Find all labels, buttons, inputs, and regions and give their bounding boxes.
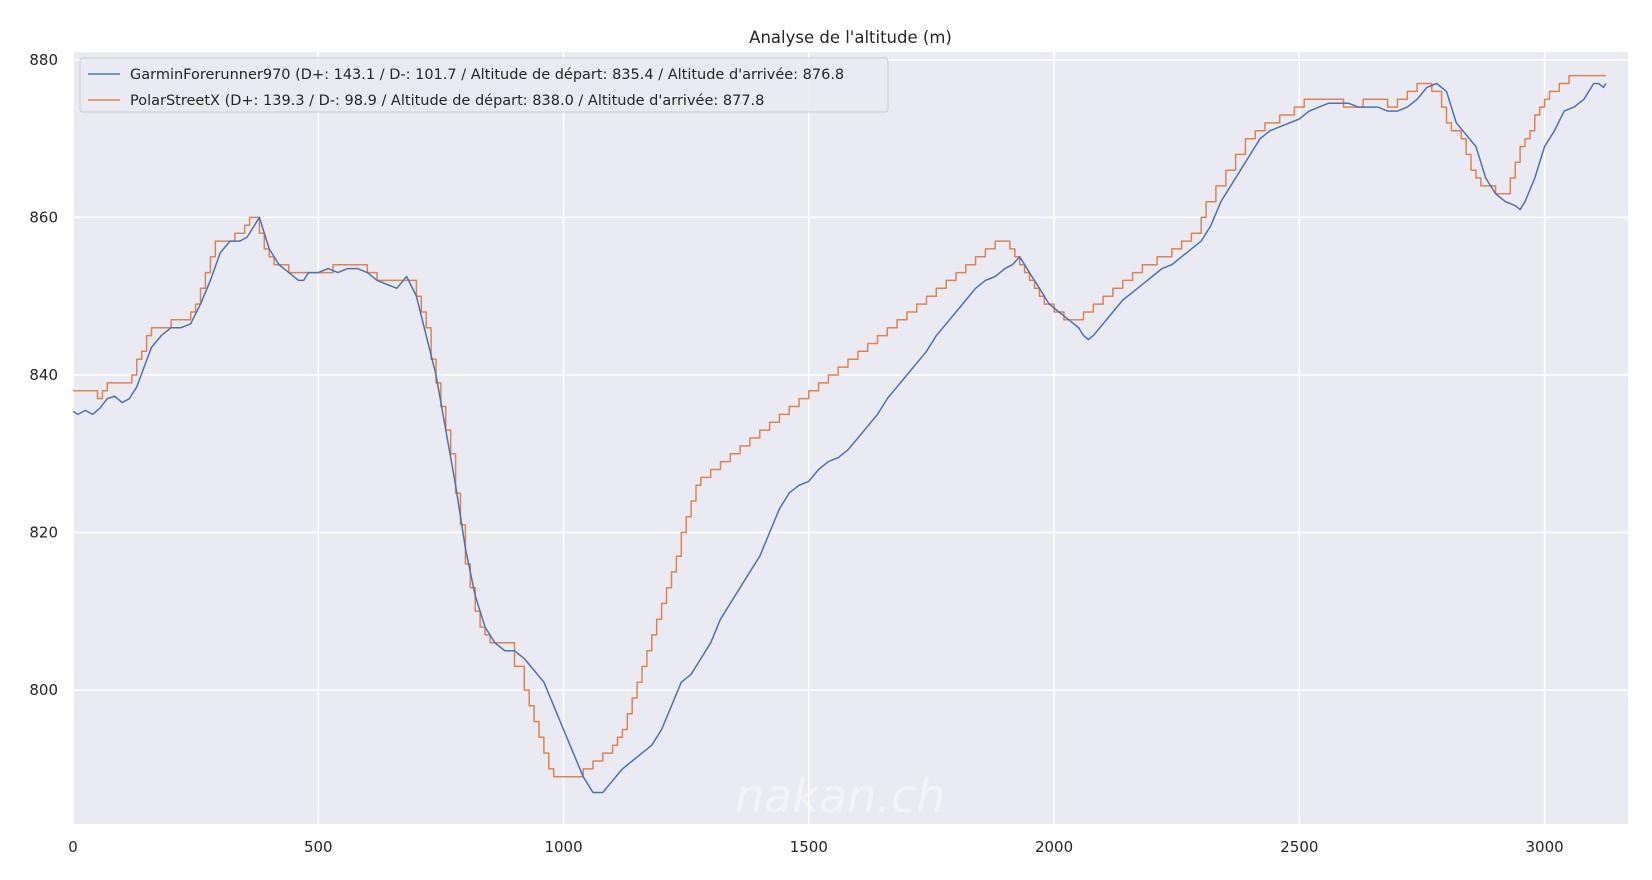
legend: GarminForerunner970 (D+: 143.1 / D-: 101… (79, 57, 889, 113)
x-axis-ticks: 0 500 1000 1500 2000 2500 3000 (68, 838, 1563, 856)
x-tick-label: 1500 (790, 838, 828, 856)
y-axis-ticks: 800 820 840 860 880 (29, 51, 58, 699)
y-tick-label: 800 (29, 681, 58, 699)
chart-title: Analyse de l'altitude (m) (749, 28, 952, 47)
legend-label-garmin: GarminForerunner970 (D+: 143.1 / D-: 101… (130, 67, 844, 83)
plot-background (73, 52, 1628, 824)
watermark-logo: nakan.ch (735, 769, 945, 823)
x-tick-label: 0 (68, 838, 78, 856)
x-tick-label: 2000 (1035, 838, 1073, 856)
x-tick-label: 3000 (1526, 838, 1564, 856)
legend-label-polar: PolarStreetX (D+: 139.3 / D-: 98.9 / Alt… (130, 93, 764, 109)
x-tick-label: 2500 (1280, 838, 1318, 856)
x-tick-label: 1000 (544, 838, 582, 856)
y-tick-label: 860 (29, 208, 58, 226)
legend-box (79, 57, 889, 113)
series-lines (72, 74, 1607, 794)
y-tick-label: 840 (29, 366, 58, 384)
y-tick-label: 880 (29, 51, 58, 69)
x-tick-label: 500 (304, 838, 333, 856)
y-tick-label: 820 (29, 524, 58, 542)
series-line-garmin (72, 82, 1607, 794)
